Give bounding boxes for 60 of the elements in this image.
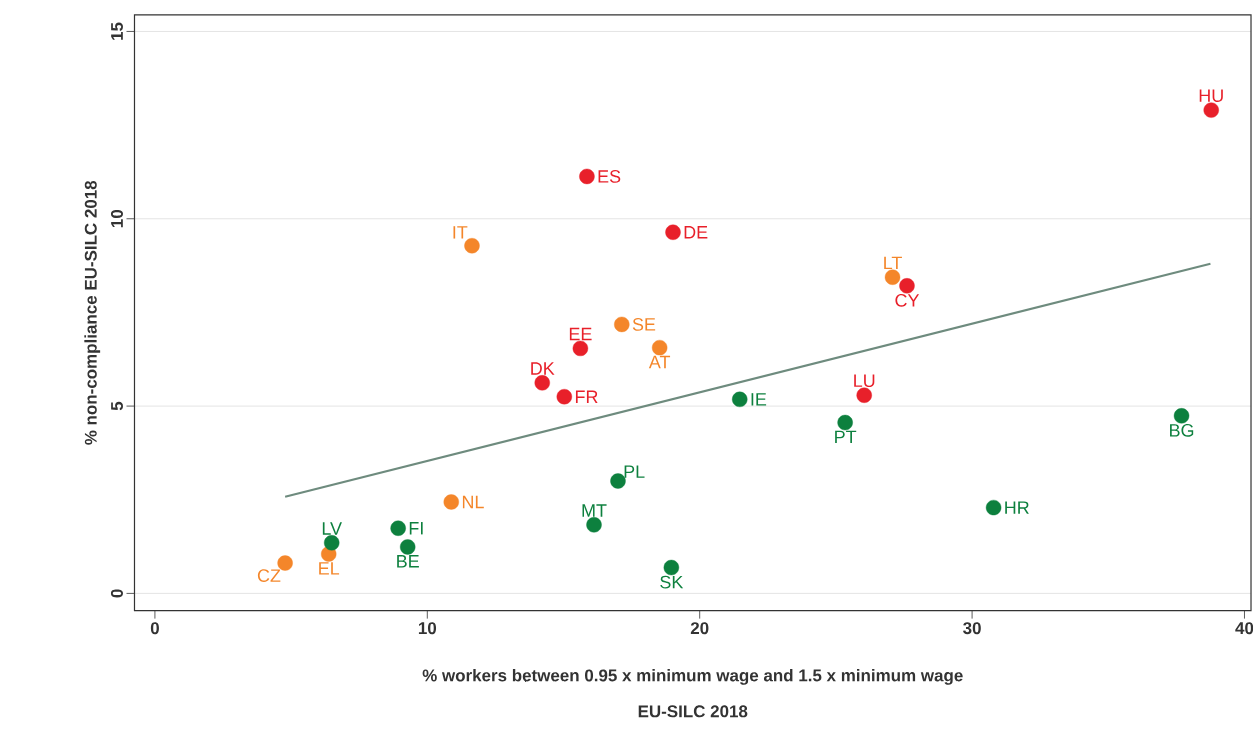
- point: [400, 539, 416, 555]
- y-tick-label: 0: [110, 589, 123, 598]
- annotation: DE: [684, 225, 708, 239]
- y-tick-label: 5: [111, 401, 123, 411]
- annotation: BG: [1170, 423, 1194, 437]
- annotation: AT: [648, 355, 671, 369]
- point: [579, 168, 595, 184]
- point: [572, 340, 589, 356]
- x-tick-label: 40: [1235, 621, 1253, 634]
- point: [586, 516, 602, 533]
- point: [899, 277, 915, 294]
- annotation: CZ: [257, 569, 281, 582]
- annotation: IT: [453, 226, 468, 239]
- point: [610, 473, 626, 489]
- annotation: HU: [1199, 89, 1223, 102]
- point: [985, 499, 1002, 516]
- x-tick-label: 30: [963, 621, 981, 634]
- point: [856, 387, 872, 403]
- x-tick-label: 20: [690, 621, 709, 634]
- point: [1173, 407, 1190, 424]
- text: % workers between 0.95 x minimum wage and 1.5 x minimum wage EU-SILC 2018: [422, 668, 963, 718]
- point: [277, 555, 293, 571]
- annotation: HR: [1005, 501, 1029, 514]
- point: [390, 520, 406, 536]
- annotation: LU: [854, 374, 875, 387]
- annotation: FI: [409, 521, 423, 535]
- annotation: SE: [632, 317, 656, 331]
- point: [556, 388, 572, 405]
- x-tick-label: 0: [150, 621, 159, 634]
- annotation: EL: [319, 562, 340, 575]
- annotation: BE: [397, 554, 419, 568]
- point: [663, 559, 680, 576]
- point: [534, 375, 550, 391]
- annotation: PT: [835, 430, 857, 443]
- annotation: DK: [531, 362, 555, 375]
- point: [614, 316, 630, 332]
- point: [665, 224, 681, 240]
- annotation: MT: [582, 504, 607, 517]
- annotation: FR: [575, 390, 598, 403]
- point: [732, 391, 748, 407]
- point: [884, 269, 901, 285]
- point: [443, 494, 459, 510]
- annotation: NL: [462, 495, 484, 508]
- annotation: LT: [884, 256, 902, 269]
- x-tick-label: 10: [418, 621, 437, 634]
- annotation: PL: [624, 465, 645, 478]
- annotation: ES: [598, 169, 621, 183]
- y-tick-label: 10: [110, 209, 123, 227]
- annotation: IE: [751, 392, 767, 406]
- annotation: EE: [569, 327, 592, 341]
- point: [837, 414, 853, 431]
- point: [1203, 102, 1219, 118]
- point: [464, 237, 480, 254]
- point: [324, 534, 340, 551]
- annotation: SK: [660, 575, 684, 589]
- y-tick-label: 15: [111, 22, 123, 40]
- annotation: CY: [895, 293, 920, 307]
- annotation: LV: [322, 522, 342, 535]
- y-axis-title: % non-compliance EU-SILC 2018: [84, 180, 101, 445]
- point: [651, 339, 668, 356]
